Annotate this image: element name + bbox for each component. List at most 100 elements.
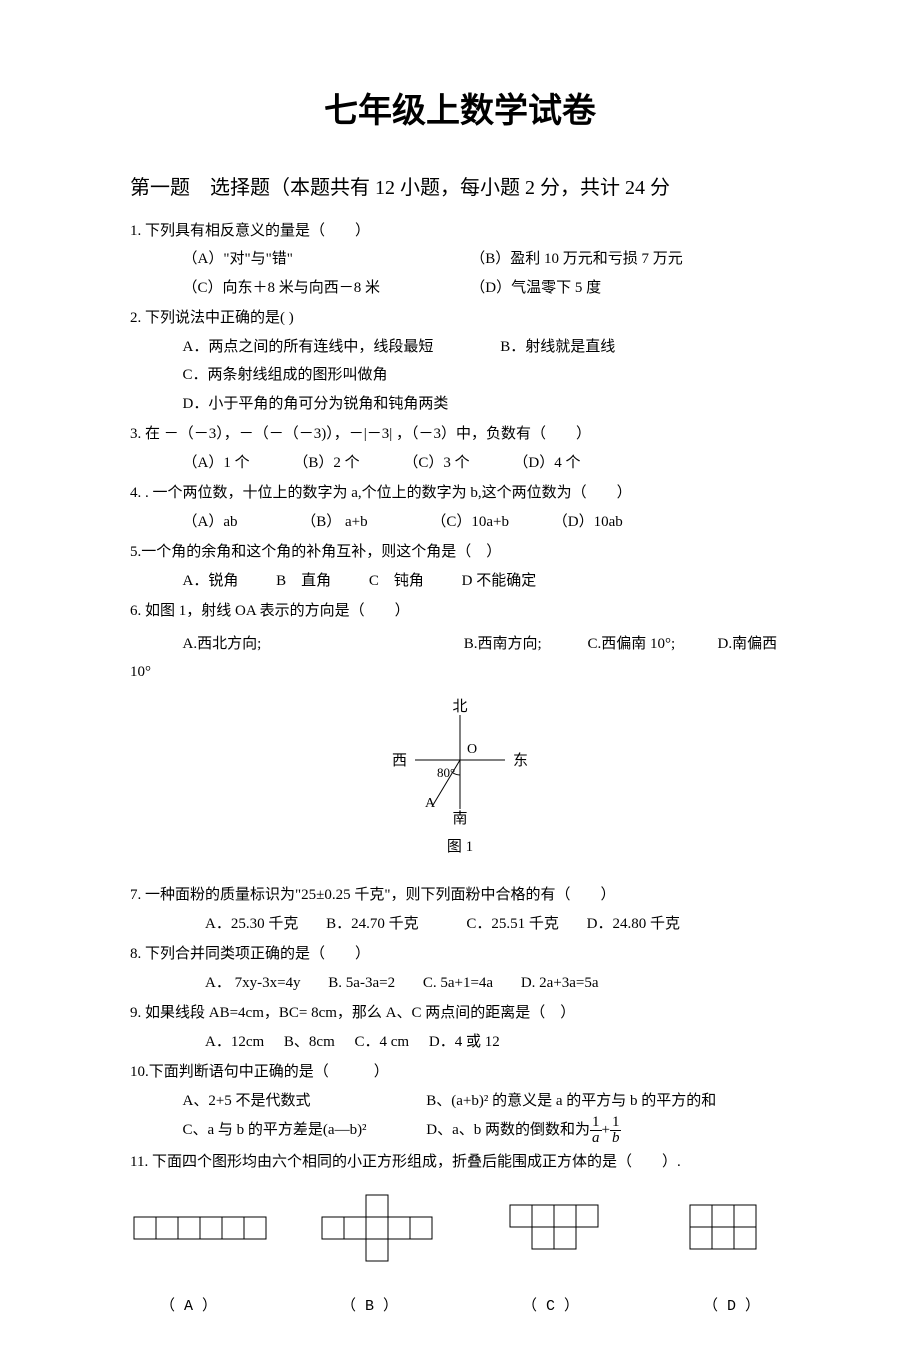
q6-caption: 图 1 bbox=[130, 833, 790, 862]
q9-stem: 9. 如果线段 AB=4cm，BC= 8cm，那么 A、C 两点间的距离是（ ） bbox=[130, 999, 790, 1028]
q8-stem: 8. 下列合并同类项正确的是（ ） bbox=[130, 940, 790, 969]
q5-opt-a: A．锐角 bbox=[183, 567, 239, 596]
q4-opt-c: （C）10a+b bbox=[431, 508, 509, 537]
net-d bbox=[670, 1193, 790, 1263]
q10-frac1-num: 1 bbox=[590, 1115, 602, 1131]
q6-figure: 北 南 西 东 O 80° A bbox=[130, 695, 790, 825]
q11-stem: 11. 下面四个图形均由六个相同的小正方形组成，折叠后能围成正方体的是（ ）. bbox=[130, 1148, 790, 1177]
q9-opt-d: D．4 或 12 bbox=[429, 1028, 500, 1057]
q4-opts: （A）ab （B） a+b （C）10a+b （D）10ab bbox=[130, 508, 790, 537]
q10-frac2: 1b bbox=[610, 1115, 622, 1146]
q6-stem: 6. 如图 1，射线 OA 表示的方向是（ ） bbox=[130, 597, 790, 626]
label-east: 东 bbox=[513, 752, 528, 769]
compass-diagram: 北 南 西 东 O 80° A bbox=[375, 695, 545, 825]
q8-opt-d: D. 2a+3a=5a bbox=[521, 969, 599, 998]
question-8: 8. 下列合并同类项正确的是（ ） A． 7xy-3x=4y B. 5a-3a=… bbox=[130, 940, 790, 997]
q11-label-b: （ B ） bbox=[341, 1293, 398, 1322]
q3-opt-d: （D）4 个 bbox=[513, 449, 580, 478]
q5-stem: 5.一个角的余角和这个角的补角互补，则这个角是（ ） bbox=[130, 538, 790, 567]
q10-frac1-den: a bbox=[590, 1131, 602, 1146]
q8-opt-c: C. 5a+1=4a bbox=[423, 969, 493, 998]
net-b bbox=[310, 1193, 450, 1263]
q7-opt-b: B．24.70 千克 bbox=[326, 910, 419, 939]
question-4: 4. . 一个两位数，十位上的数字为 a,个位上的数字为 b,这个两位数为（ ）… bbox=[130, 479, 790, 536]
q3-stem: 3. 在 －（－3），－（－（－3)），－|－3| ，（－3）中，负数有（ ） bbox=[130, 420, 790, 449]
q4-stem: 4. . 一个两位数，十位上的数字为 a,个位上的数字为 b,这个两位数为（ ） bbox=[130, 479, 790, 508]
q10-opt-d: D、a、b 两数的倒数和为1a+1b bbox=[426, 1115, 621, 1146]
q6-opt-d: D.南偏西 bbox=[718, 630, 778, 659]
q10-opt-c: C、a 与 b 的平方差是(a—b)² bbox=[183, 1116, 423, 1145]
q7-opt-d: D．24.80 千克 bbox=[587, 910, 680, 939]
q3-opts: （A）1 个 （B）2 个 （C）3 个 （D）4 个 bbox=[130, 449, 790, 478]
q2-stem: 2. 下列说法中正确的是( ) bbox=[130, 304, 790, 333]
q5-opt-c: C 钝角 bbox=[369, 567, 424, 596]
q9-opt-b: B、8cm bbox=[284, 1028, 335, 1057]
q1-opt-b: （B）盈利 10 万元和亏损 7 万元 bbox=[470, 245, 683, 274]
q2-opt-c: C．两条射线组成的图形叫做角 bbox=[183, 361, 473, 390]
q4-opt-d: （D）10ab bbox=[553, 508, 623, 537]
question-11: 11. 下面四个图形均由六个相同的小正方形组成，折叠后能围成正方体的是（ ）. bbox=[130, 1148, 790, 1321]
q1-opt-c: （C）向东＋8 米与向西－8 米 bbox=[183, 274, 443, 303]
q6-opt-b: B.西南方向; bbox=[464, 630, 584, 659]
q11-figures bbox=[130, 1193, 790, 1263]
q10-frac1: 1a bbox=[590, 1115, 602, 1146]
q3-opt-a: （A）1 个 bbox=[183, 449, 250, 478]
label-angle: 80° bbox=[437, 765, 455, 780]
net-c bbox=[490, 1193, 630, 1263]
q5-opts: A．锐角 B 直角 C 钝角 D 不能确定 bbox=[130, 567, 790, 596]
label-north: 北 bbox=[452, 698, 467, 715]
q2-opts-row2: C．两条射线组成的图形叫做角 D．小于平角的角可分为锐角和钝角两类 bbox=[130, 361, 790, 418]
question-1: 1. 下列具有相反意义的量是（ ） （A）"对"与"错" （B）盈利 10 万元… bbox=[130, 217, 790, 303]
q3-opt-c: （C）3 个 bbox=[403, 449, 469, 478]
question-10: 10.下面判断语句中正确的是（ ） A、2+5 不是代数式 B、(a+b)² 的… bbox=[130, 1058, 790, 1146]
q11-label-d: （ D ） bbox=[703, 1293, 760, 1322]
net-a bbox=[130, 1193, 270, 1263]
q10-opt-a: A、2+5 不是代数式 bbox=[183, 1087, 423, 1116]
q2-opt-a: A．两点之间的所有连线中，线段最短 bbox=[183, 333, 473, 362]
q8-opt-a: A． 7xy-3x=4y bbox=[205, 969, 301, 998]
q5-opt-b: B 直角 bbox=[276, 567, 331, 596]
q4-opt-b: （B） a+b bbox=[301, 508, 367, 537]
q7-stem: 7. 一种面粉的质量标识为"25±0.25 千克"，则下列面粉中合格的有（ ） bbox=[130, 881, 790, 910]
q11-label-a: （ A ） bbox=[160, 1293, 217, 1322]
question-3: 3. 在 －（－3），－（－（－3)），－|－3| ，（－3）中，负数有（ ） … bbox=[130, 420, 790, 477]
q1-stem: 1. 下列具有相反意义的量是（ ） bbox=[130, 217, 790, 246]
q9-opts: A．12cm B、8cm C．4 cm D．4 或 12 bbox=[130, 1028, 790, 1057]
q8-opts: A． 7xy-3x=4y B. 5a-3a=2 C. 5a+1=4a D. 2a… bbox=[130, 969, 790, 998]
q11-labels: （ A ） （ B ） （ C ） （ D ） bbox=[130, 1293, 790, 1322]
label-west: 西 bbox=[392, 753, 407, 769]
q2-opt-b: B．射线就是直线 bbox=[500, 333, 615, 362]
question-7: 7. 一种面粉的质量标识为"25±0.25 千克"，则下列面粉中合格的有（ ） … bbox=[130, 881, 790, 938]
q7-opt-a: A．25.30 千克 bbox=[205, 910, 298, 939]
q10-frac2-num: 1 bbox=[610, 1115, 622, 1131]
q5-opt-d: D 不能确定 bbox=[462, 567, 537, 596]
q6-opt-c: C.西偏南 10°; bbox=[588, 630, 718, 659]
label-ray-a: A bbox=[425, 796, 436, 811]
q6-opt-a: A.西北方向; bbox=[130, 630, 460, 659]
question-2: 2. 下列说法中正确的是( ) A．两点之间的所有连线中，线段最短 B．射线就是… bbox=[130, 304, 790, 418]
question-5: 5.一个角的余角和这个角的补角互补，则这个角是（ ） A．锐角 B 直角 C 钝… bbox=[130, 538, 790, 595]
q2-opt-d: D．小于平角的角可分为锐角和钝角两类 bbox=[183, 390, 449, 419]
q4-opt-a: （A）ab bbox=[183, 508, 238, 537]
question-9: 9. 如果线段 AB=4cm，BC= 8cm，那么 A、C 两点间的距离是（ ）… bbox=[130, 999, 790, 1056]
question-6: 6. 如图 1，射线 OA 表示的方向是（ ） A.西北方向; B.西南方向; … bbox=[130, 597, 790, 861]
q8-opt-b: B. 5a-3a=2 bbox=[328, 969, 395, 998]
q1-opt-a: （A）"对"与"错" bbox=[183, 245, 443, 274]
q7-opts: A．25.30 千克 B．24.70 千克 C．25.51 千克 D．24.80… bbox=[130, 910, 790, 939]
q9-opt-c: C．4 cm bbox=[355, 1028, 410, 1057]
q1-opt-d: （D）气温零下 5 度 bbox=[470, 274, 601, 303]
q6-tail: 10° bbox=[130, 658, 790, 687]
q1-opts-row2: （C）向东＋8 米与向西－8 米 （D）气温零下 5 度 bbox=[130, 274, 790, 303]
label-south: 南 bbox=[452, 810, 467, 825]
q10-plus: + bbox=[602, 1122, 610, 1138]
q3-opt-b: （B）2 个 bbox=[293, 449, 359, 478]
q10-opt-b: B、(a+b)² 的意义是 a 的平方与 b 的平方的和 bbox=[426, 1087, 716, 1116]
q7-opt-c: C．25.51 千克 bbox=[466, 910, 559, 939]
q2-opts-row1: A．两点之间的所有连线中，线段最短 B．射线就是直线 bbox=[130, 333, 790, 362]
q10-d-prefix: D、a、b 两数的倒数和为 bbox=[426, 1122, 590, 1138]
q11-label-c: （ C ） bbox=[522, 1293, 579, 1322]
q1-opts-row1: （A）"对"与"错" （B）盈利 10 万元和亏损 7 万元 bbox=[130, 245, 790, 274]
q10-frac2-den: b bbox=[610, 1131, 622, 1146]
q10-stem: 10.下面判断语句中正确的是（ ） bbox=[130, 1058, 790, 1087]
section-1-heading: 第一题 选择题（本题共有 12 小题，每小题 2 分，共计 24 分 bbox=[130, 169, 790, 207]
